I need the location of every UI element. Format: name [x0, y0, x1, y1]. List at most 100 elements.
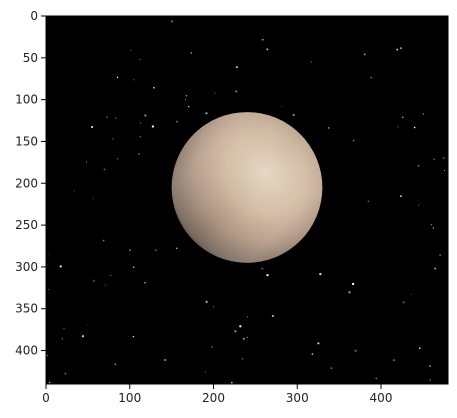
star	[205, 300, 208, 303]
star	[117, 158, 119, 160]
y-axis: 0 50 100 150 200 250 300 350 400	[15, 9, 46, 358]
star	[188, 105, 190, 108]
star	[439, 254, 441, 256]
x-axis: 0 100 200 300 400	[42, 384, 392, 405]
star	[139, 58, 141, 60]
star	[213, 306, 215, 308]
star	[234, 330, 237, 333]
star	[432, 227, 435, 229]
star	[81, 335, 84, 338]
y-tick-label: 150	[15, 134, 38, 148]
star	[317, 342, 320, 345]
star	[271, 314, 275, 318]
star	[434, 267, 437, 270]
star	[49, 381, 51, 384]
star	[429, 379, 431, 381]
y-tick-label: 0	[30, 9, 38, 23]
star	[363, 53, 366, 56]
star	[214, 92, 216, 94]
star	[176, 247, 178, 249]
star	[281, 105, 283, 107]
star	[129, 249, 131, 251]
star	[139, 122, 142, 124]
star	[93, 279, 96, 282]
star	[144, 114, 147, 117]
star	[116, 76, 119, 79]
y-tick-label: 200	[15, 176, 38, 190]
star	[433, 158, 436, 161]
x-tick-label: 300	[286, 391, 309, 405]
y-tick-label: 300	[15, 260, 38, 274]
star	[175, 120, 179, 123]
star	[211, 346, 213, 348]
star	[130, 49, 132, 51]
star	[348, 291, 351, 294]
star	[375, 377, 377, 380]
star	[92, 197, 95, 199]
star	[112, 138, 114, 140]
x-tick-label: 100	[118, 391, 141, 405]
star	[102, 239, 105, 242]
x-tick-label: 200	[202, 391, 225, 405]
star	[443, 170, 445, 172]
star	[164, 358, 167, 362]
star	[396, 48, 399, 51]
planet-banding	[171, 112, 323, 263]
star	[310, 61, 312, 63]
star	[246, 316, 248, 318]
star	[235, 90, 238, 93]
star	[417, 165, 420, 167]
star	[397, 126, 399, 128]
star	[154, 249, 157, 252]
star	[246, 336, 249, 339]
y-tick-label: 400	[15, 344, 38, 358]
star	[367, 200, 370, 202]
star	[231, 381, 233, 384]
star	[392, 359, 395, 362]
star	[46, 354, 48, 357]
star	[63, 327, 65, 330]
star	[400, 47, 402, 49]
star	[86, 161, 88, 163]
star	[266, 48, 269, 51]
x-tick-label: 400	[370, 391, 393, 405]
star	[327, 127, 330, 129]
star	[64, 372, 67, 375]
star	[418, 347, 421, 350]
star	[400, 195, 402, 198]
star	[91, 126, 94, 129]
star	[138, 153, 141, 155]
star	[104, 284, 107, 286]
star	[110, 274, 112, 276]
star	[48, 254, 50, 255]
star	[205, 112, 208, 115]
star	[106, 116, 108, 118]
star	[370, 77, 372, 79]
star	[103, 168, 106, 171]
star	[319, 272, 322, 276]
star	[410, 293, 412, 295]
star	[242, 337, 246, 340]
y-tick-label: 350	[15, 302, 38, 316]
star	[190, 52, 193, 54]
star	[422, 113, 424, 115]
star	[143, 281, 146, 284]
star	[185, 94, 188, 97]
star	[330, 367, 333, 370]
star	[442, 157, 445, 159]
star	[239, 325, 242, 328]
star	[352, 139, 355, 142]
star	[418, 204, 420, 206]
star	[261, 38, 264, 41]
star	[73, 190, 75, 192]
star	[429, 365, 431, 367]
star	[266, 274, 269, 277]
y-tick-label: 250	[15, 218, 38, 232]
space-image	[46, 20, 445, 384]
star	[86, 324, 88, 326]
star	[430, 224, 432, 226]
star	[402, 116, 404, 118]
star	[204, 371, 207, 373]
star	[151, 125, 155, 128]
